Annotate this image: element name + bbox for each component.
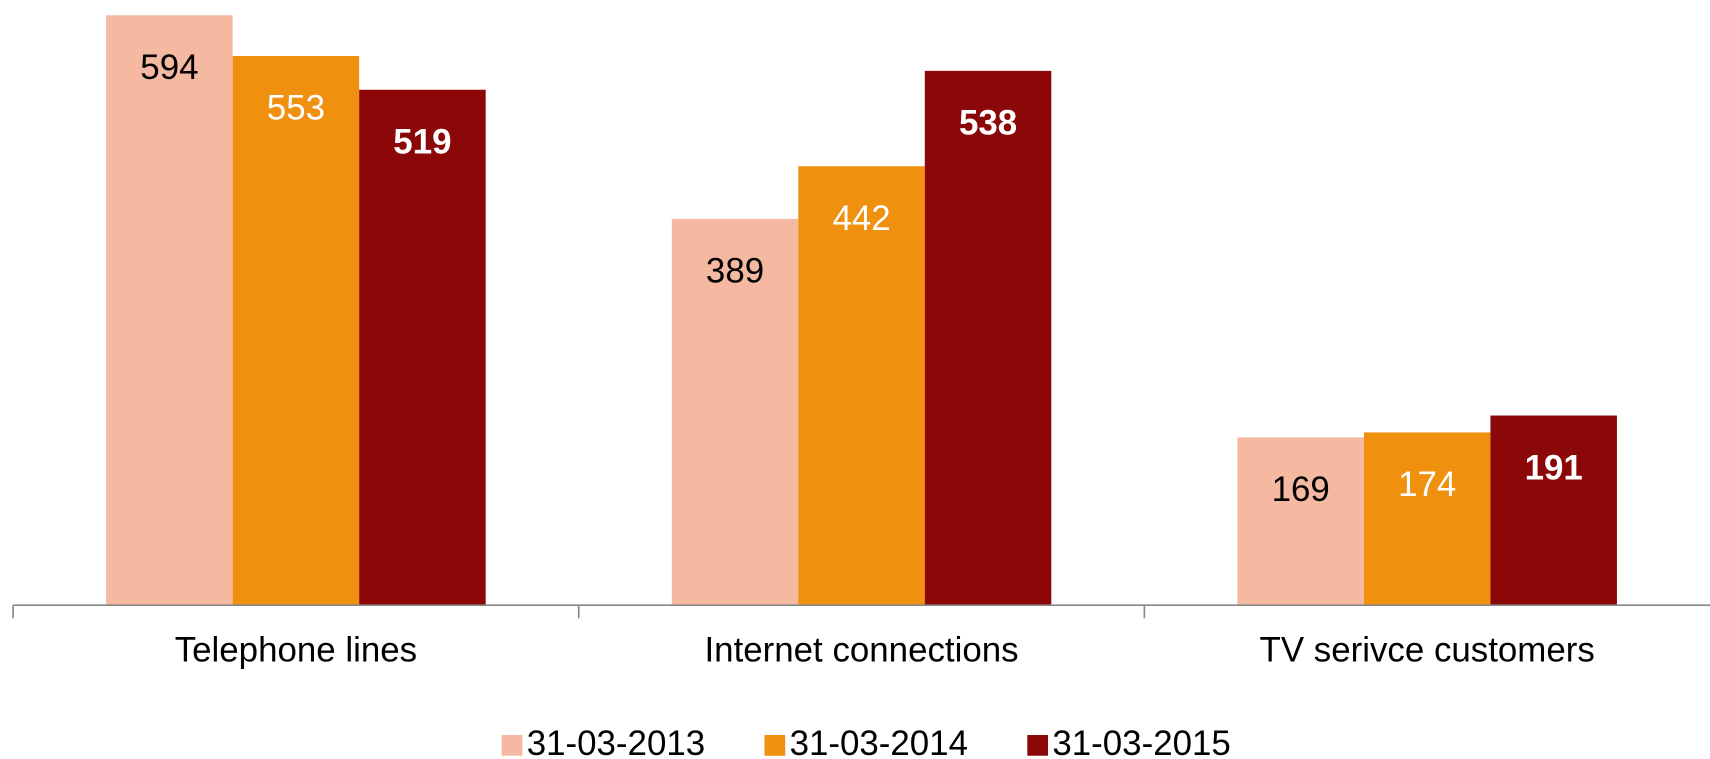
data-label: 538 <box>959 104 1017 143</box>
bar <box>798 166 925 606</box>
bar <box>671 218 799 606</box>
bar <box>106 15 233 606</box>
bar <box>1490 415 1617 606</box>
legend-label: 31-03-2015 <box>1052 724 1230 759</box>
data-label: 442 <box>832 199 890 238</box>
x-tick-label: TV serivce customers <box>1260 630 1595 669</box>
data-label: 191 <box>1525 448 1583 487</box>
bar <box>1363 432 1491 606</box>
bar <box>1237 437 1364 606</box>
legend-label: 31-03-2013 <box>527 724 705 759</box>
x-tick-label: Telephone lines <box>175 630 417 669</box>
bar <box>924 70 1052 606</box>
legend-swatch <box>501 735 523 756</box>
legend-label: 31-03-2014 <box>790 724 968 759</box>
data-label: 519 <box>393 123 451 162</box>
data-label: 174 <box>1398 465 1456 504</box>
bar <box>232 55 360 606</box>
x-tick-label: Internet connections <box>704 630 1018 669</box>
legend-swatch <box>1027 735 1049 756</box>
data-label: 553 <box>267 89 325 128</box>
data-label: 594 <box>140 48 198 87</box>
data-label: 169 <box>1272 470 1330 509</box>
legend-swatch <box>764 735 786 756</box>
data-label: 389 <box>706 252 764 291</box>
bar <box>359 89 486 606</box>
